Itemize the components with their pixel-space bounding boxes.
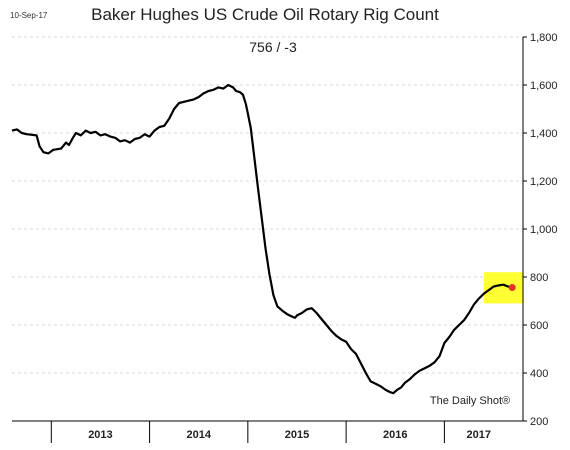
x-tick-label: 2014 [186, 429, 211, 441]
y-tick-label: 1,200 [530, 176, 558, 188]
highlight-box [483, 272, 523, 304]
y-tick-label: 1,000 [530, 224, 558, 236]
y-axis: 200 400 600 800 1,000 1,200 1,400 1,600 1,800 [522, 32, 558, 428]
chart-date: 10-Sep-17 [10, 11, 48, 20]
y-tick-label: 200 [530, 416, 548, 428]
source-label: The Daily Shot® [430, 395, 510, 407]
y-tick-label: 600 [530, 320, 548, 332]
x-tick-label: 2015 [285, 429, 309, 441]
chart-subtitle: 756 / -3 [249, 39, 297, 55]
last-point-dot [508, 284, 516, 292]
gridlines [12, 36, 523, 374]
chart-title: Baker Hughes US Crude Oil Rotary Rig Cou… [91, 5, 439, 24]
y-tick-label: 1,400 [530, 128, 558, 140]
x-tick-label: 2013 [88, 429, 112, 441]
x-axis: 2013 2014 2015 2016 2017 [12, 420, 523, 443]
highlight-rect [483, 272, 523, 304]
last-point-marker [508, 284, 516, 292]
series-line [11, 83, 513, 395]
y-tick-label: 1,600 [530, 80, 558, 92]
y-tick-label: 400 [530, 368, 548, 380]
rig-count-line [11, 83, 513, 395]
x-tick-label: 2017 [467, 429, 491, 441]
x-tick-label: 2016 [383, 429, 407, 441]
y-tick-label: 1,800 [530, 32, 558, 44]
y-tick-label: 800 [530, 272, 548, 284]
